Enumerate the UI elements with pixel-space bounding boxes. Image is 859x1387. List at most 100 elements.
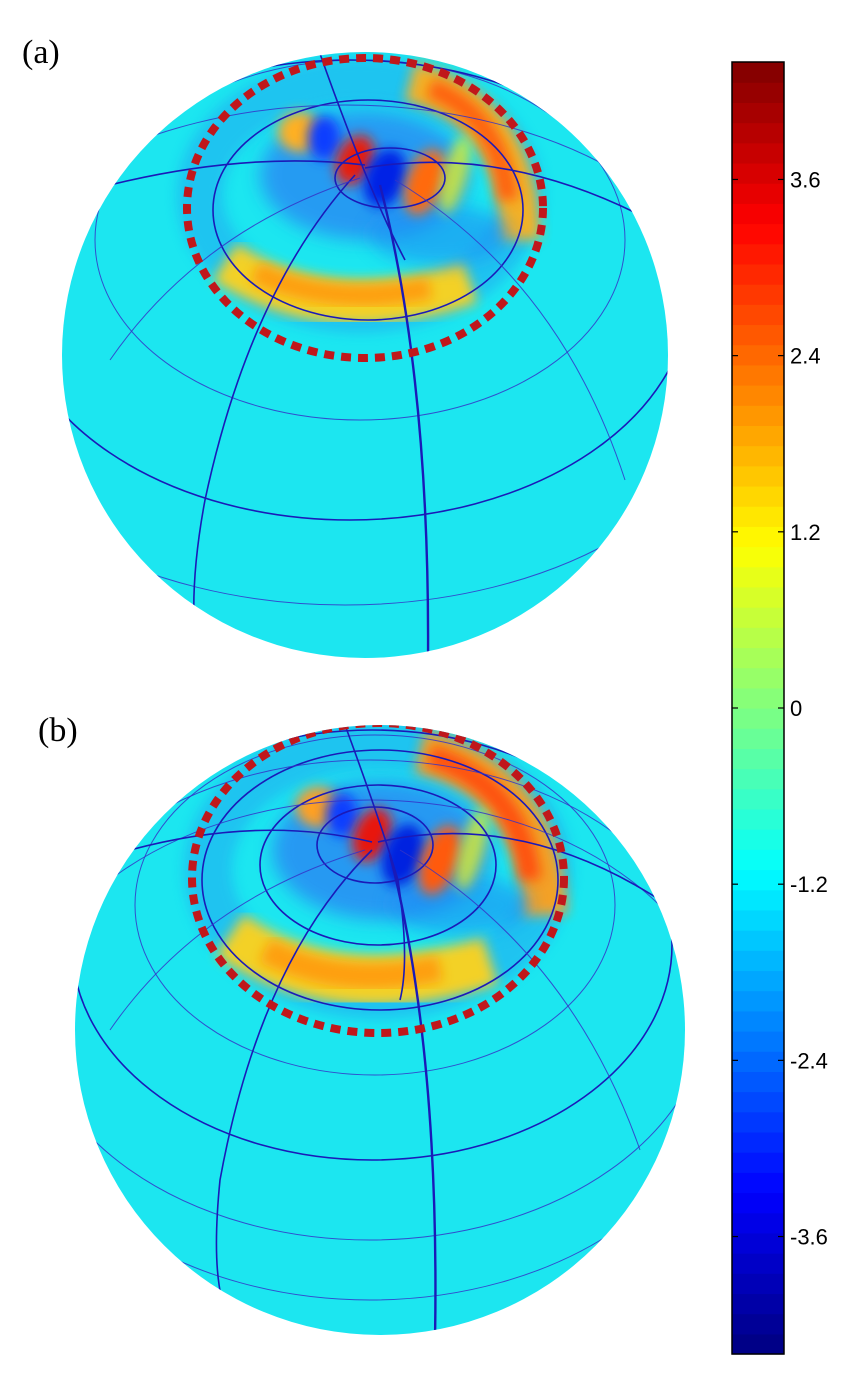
grid-a [62,52,668,658]
colorbar-step [732,990,784,1012]
colorbar-step [732,909,784,931]
grid-b-lat-4 [134,734,616,1076]
colorbar-step [732,1010,784,1032]
grid-a-lon-1 [317,52,406,261]
grid-b-lat-6 [75,759,685,1241]
grid-a-lat-5 [62,104,668,606]
grid-a-lon-3 [364,161,641,216]
colorbar-step [732,849,784,871]
field-a-trough-outer [370,205,510,265]
colorbar-step [732,788,784,810]
colorbar-step [732,1131,784,1153]
colorbar-step [732,1152,784,1173]
field-b-peak-crescent [419,825,461,895]
grid-b-lon-4 [215,849,373,1301]
colorbar-step [732,546,784,568]
field-a-ring-right-core [426,78,518,202]
colorbar-step [732,425,784,447]
colorbar-step [732,243,784,265]
colorbar-step [732,263,784,285]
colorbar-step [732,1091,784,1113]
colorbar-step [732,566,784,588]
colorbar-step [732,223,784,245]
colorbar-step [732,930,784,951]
colorbar-step [732,506,784,527]
boundary-circle-a [183,54,547,362]
grid-b-lon-6 [109,849,366,1031]
colorbar-step [732,607,784,628]
colorbar-ticks: 3.6 2.4 1.2 0 -1.2 -2.4 -3.6 [732,167,828,1250]
colorbar-step [732,203,784,225]
colorbar-step [732,62,784,83]
colorbar-step [732,284,784,305]
field-a-trough-small [308,116,340,160]
colorbar-step [732,102,784,124]
colorbar-step [732,465,784,487]
grid-a-lon-6 [109,177,361,361]
panel-a-sphere: (a) [22,34,668,658]
grid-a-lon-4 [192,174,356,641]
grid-b-lon-2 [129,829,373,851]
boundary-circle-b [188,725,568,1037]
colorbar-tick-label: 3.6 [790,167,821,192]
grid-a-lat-4 [62,59,668,521]
colorbar-step [732,1172,784,1194]
field-b [184,725,572,1019]
panel-label-b: (b) [38,712,78,749]
grid-b-lat-5 [75,729,673,1161]
colorbar-step [732,344,784,366]
panel-b-sphere: (b) [38,712,685,1335]
colorbar-step [732,405,784,426]
field-b-ring-bottom-core [258,938,443,989]
colorbar-step [732,829,784,850]
colorbar-step [732,445,784,467]
colorbar-step [732,808,784,830]
field-b-trough-small [326,793,358,837]
colorbar: 3.6 2.4 1.2 0 -1.2 -2.4 -3.6 [731,61,828,1355]
panel-label-a: (a) [22,34,60,71]
colorbar-step [732,748,784,770]
field-a-yellow-band [439,136,471,214]
colorbar-step [732,687,784,709]
colorbar-step [732,122,784,144]
colorbar-tick-label: 1.2 [790,520,821,545]
colorbar-step [732,950,784,972]
colorbar-step [732,970,784,992]
colorbar-step [732,1273,784,1295]
colorbar-step [732,1192,784,1214]
field-a-peak-crescent [404,149,446,215]
colorbar-step [732,1313,784,1335]
colorbar-step [732,1232,784,1254]
grid-b-lat-2 [259,784,497,946]
field-a-ring-bottom-core [250,262,433,307]
colorbar-step [732,768,784,790]
colorbar-step [732,667,784,689]
colorbar-step [732,142,784,164]
grid-a-lon-7 [394,179,626,481]
grid-a-lon-5 [378,184,430,658]
colorbar-step [732,627,784,649]
colorbar-tick-label: 0 [790,696,802,721]
grid-b-lon-7 [399,849,641,1151]
colorbar-step [732,324,784,346]
colorbar-step [732,869,784,891]
colorbar-step [732,385,784,406]
grid-a-lat-2 [212,99,524,321]
colorbar-step [732,485,784,507]
field-b-peak-main [352,808,392,862]
grid-b-lon-3 [377,832,661,901]
colorbar-step [732,889,784,911]
colorbar-step [732,1293,784,1315]
colorbar-step [732,1253,784,1274]
grid-b-lat-3 [201,749,559,1011]
colorbar-step [732,1071,784,1093]
field-a [177,57,543,333]
colorbar-step [732,1212,784,1234]
colorbar-tick-label: -3.6 [790,1225,828,1250]
colorbar-step [732,647,784,669]
colorbar-step [732,304,784,326]
colorbar-step [732,162,784,184]
colorbar-step [732,708,784,729]
colorbar-step [732,728,784,749]
